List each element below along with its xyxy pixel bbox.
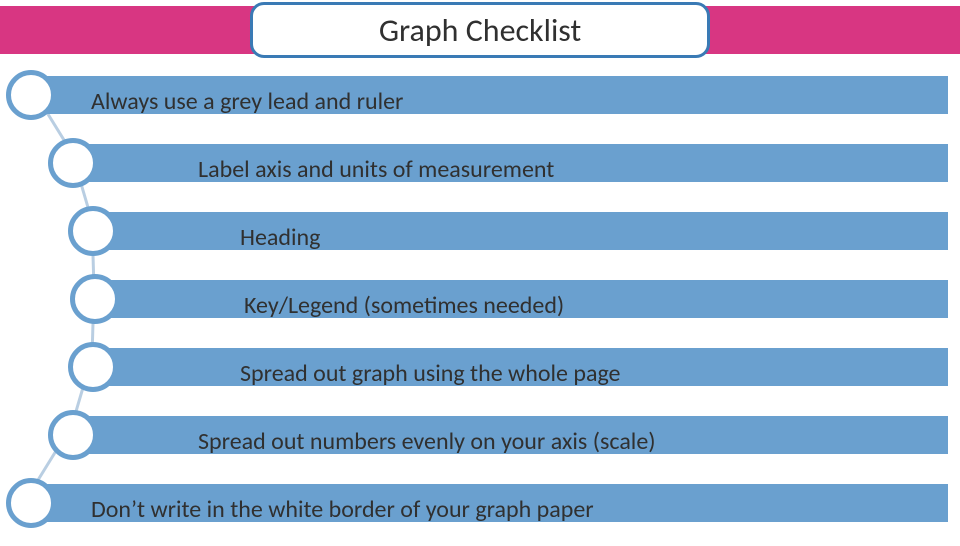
checklist-item: Heading [0,206,960,256]
checklist-item: Label axis and units of measurement [0,138,960,188]
bullet-circle-icon [48,410,98,460]
bullet-circle-icon [6,478,56,528]
item-bar: Always use a grey lead and ruler [30,76,948,114]
item-label: Label axis and units of measurement [198,150,554,188]
item-label: Spread out numbers evenly on your axis (… [198,422,656,460]
bullet-circle-icon [70,274,120,324]
item-bar: Key/Legend (sometimes needed) [94,280,948,318]
checklist-item: Always use a grey lead and ruler [0,70,960,120]
item-label: Spread out graph using the whole page [240,354,621,392]
checklist-item: Spread out numbers evenly on your axis (… [0,410,960,460]
item-label: Heading [240,218,320,256]
item-label: Always use a grey lead and ruler [91,82,403,120]
item-bar: Spread out graph using the whole page [92,348,948,386]
item-bar: Don’t write in the white border of your … [30,484,948,522]
bullet-circle-icon [68,206,118,256]
item-label: Key/Legend (sometimes needed) [244,286,564,324]
checklist-items: Always use a grey lead and ruler Label ax… [0,70,960,546]
item-bar: Heading [92,212,948,250]
checklist-item: Don’t write in the white border of your … [0,478,960,528]
checklist-item: Spread out graph using the whole page [0,342,960,392]
bullet-circle-icon [68,342,118,392]
item-bar: Spread out numbers evenly on your axis (… [72,416,948,454]
title-box: Graph Checklist [250,2,710,58]
bullet-circle-icon [48,138,98,188]
bullet-circle-icon [6,70,56,120]
checklist-item: Key/Legend (sometimes needed) [0,274,960,324]
item-bar: Label axis and units of measurement [72,144,948,182]
page-title: Graph Checklist [379,11,581,50]
item-label: Don’t write in the white border of your … [91,490,594,528]
